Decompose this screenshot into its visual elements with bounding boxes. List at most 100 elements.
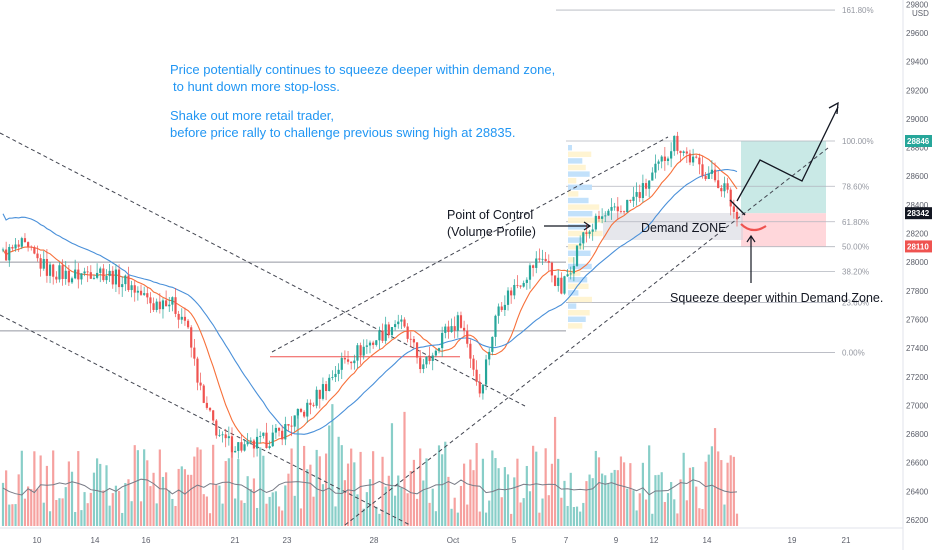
- candle-body: [676, 135, 679, 151]
- volume-bar: [55, 500, 58, 526]
- candle-body: [240, 442, 243, 451]
- volume-bar: [271, 492, 274, 526]
- candle-body: [92, 277, 96, 279]
- candle-body: [644, 183, 648, 189]
- volume-profile-bar: [568, 316, 586, 322]
- date-tick-label: 7: [564, 536, 569, 545]
- price-badge-label: 28110: [907, 242, 929, 251]
- candle-body: [281, 430, 284, 440]
- volume-bar: [221, 503, 224, 526]
- downtrend-upper-line: [0, 132, 526, 407]
- candle-body: [601, 216, 604, 219]
- candle-body: [378, 330, 381, 341]
- volume-bar: [588, 474, 591, 526]
- candle-body: [375, 340, 378, 345]
- volume-bar: [616, 470, 619, 526]
- volume-bar: [321, 484, 325, 526]
- volume-bar: [660, 472, 663, 526]
- candle-body: [513, 284, 516, 296]
- price-tick-label: 27400: [906, 344, 929, 353]
- candle-body: [428, 356, 431, 361]
- price-axis[interactable]: USD 298002960029400292002900028800286002…: [902, 0, 929, 550]
- volume-bars: [1, 404, 739, 526]
- candle-body: [321, 384, 325, 399]
- volume-bar: [550, 463, 554, 526]
- ma-slow-line: [2, 168, 738, 435]
- price-tick-label: 27200: [906, 373, 929, 382]
- candle-body: [315, 389, 318, 406]
- candle-body: [262, 432, 265, 436]
- volume-bar: [309, 464, 312, 526]
- candle-body: [42, 258, 45, 269]
- volume-bar: [453, 497, 456, 526]
- candle-body: [52, 264, 55, 277]
- volume-bar: [651, 513, 654, 526]
- candle-body: [237, 442, 240, 451]
- price-tick-label: 26400: [906, 487, 929, 496]
- candle-body: [572, 265, 575, 274]
- candle-body: [707, 173, 710, 180]
- candle-body: [522, 282, 525, 287]
- candle-body: [403, 319, 406, 327]
- date-axis[interactable]: 10 14 16 21 23 28 Oct 5 7 9 12 14 19 21: [0, 527, 903, 545]
- volume-bar: [506, 474, 510, 526]
- candle-body: [616, 206, 619, 212]
- currency-label: USD: [912, 9, 929, 18]
- volume-bar: [237, 459, 240, 526]
- volume-bar: [397, 475, 400, 526]
- volume-bar: [315, 449, 318, 526]
- projected-path: [736, 106, 839, 202]
- volume-profile-bar: [568, 145, 572, 151]
- candle-body: [146, 293, 149, 298]
- volume-profile-bar: [568, 250, 591, 256]
- candle-body: [409, 338, 412, 340]
- volume-bar: [365, 492, 368, 526]
- candle-body: [143, 293, 146, 295]
- candle-body: [80, 273, 83, 280]
- volume-bar: [528, 491, 532, 526]
- candle-body: [463, 327, 466, 331]
- candle-body: [579, 243, 582, 246]
- candle-body: [356, 345, 359, 361]
- candle-body: [456, 315, 459, 331]
- volume-bar: [26, 486, 30, 526]
- volume-bar: [290, 448, 293, 526]
- fibonacci-retracement: 161.80% 100.00% 78.60% 61.80% 50.00% 38.20% 23…: [0, 6, 874, 357]
- volume-profile-bar: [568, 184, 592, 190]
- candle-body: [726, 183, 729, 190]
- candle-body: [695, 156, 698, 158]
- candle-body: [124, 275, 127, 285]
- volume-bar: [713, 428, 717, 526]
- volume-bar: [601, 473, 604, 526]
- volume-bar: [318, 456, 321, 526]
- volume-bar: [594, 450, 597, 526]
- candle-body: [290, 425, 293, 427]
- candle-body: [105, 276, 108, 281]
- fib-level-label: 0.00%: [842, 348, 865, 357]
- candle-body: [444, 326, 447, 333]
- volume-bar: [212, 444, 215, 526]
- date-tick-label: 10: [33, 536, 42, 545]
- price-tick-label: 26200: [906, 516, 929, 525]
- volume-bar: [96, 458, 99, 526]
- volume-bar: [535, 451, 538, 526]
- price-tick-label: 28400: [906, 201, 929, 210]
- candle-body: [660, 156, 663, 162]
- candle-body: [271, 432, 274, 447]
- candle-body: [259, 435, 262, 437]
- volume-bar: [139, 501, 143, 526]
- volume-bar: [403, 411, 406, 526]
- candle-body: [149, 297, 152, 304]
- volume-bar: [199, 449, 202, 526]
- candle-body: [215, 420, 218, 436]
- candle-body: [720, 188, 723, 192]
- candle-body: [390, 327, 394, 336]
- candle-body: [334, 373, 337, 378]
- date-tick-label: 16: [142, 536, 151, 545]
- candle-body: [729, 189, 732, 207]
- volume-bar: [183, 469, 187, 526]
- volume-bar: [704, 461, 707, 526]
- candle-body: [20, 238, 23, 247]
- volume-bar: [510, 513, 513, 526]
